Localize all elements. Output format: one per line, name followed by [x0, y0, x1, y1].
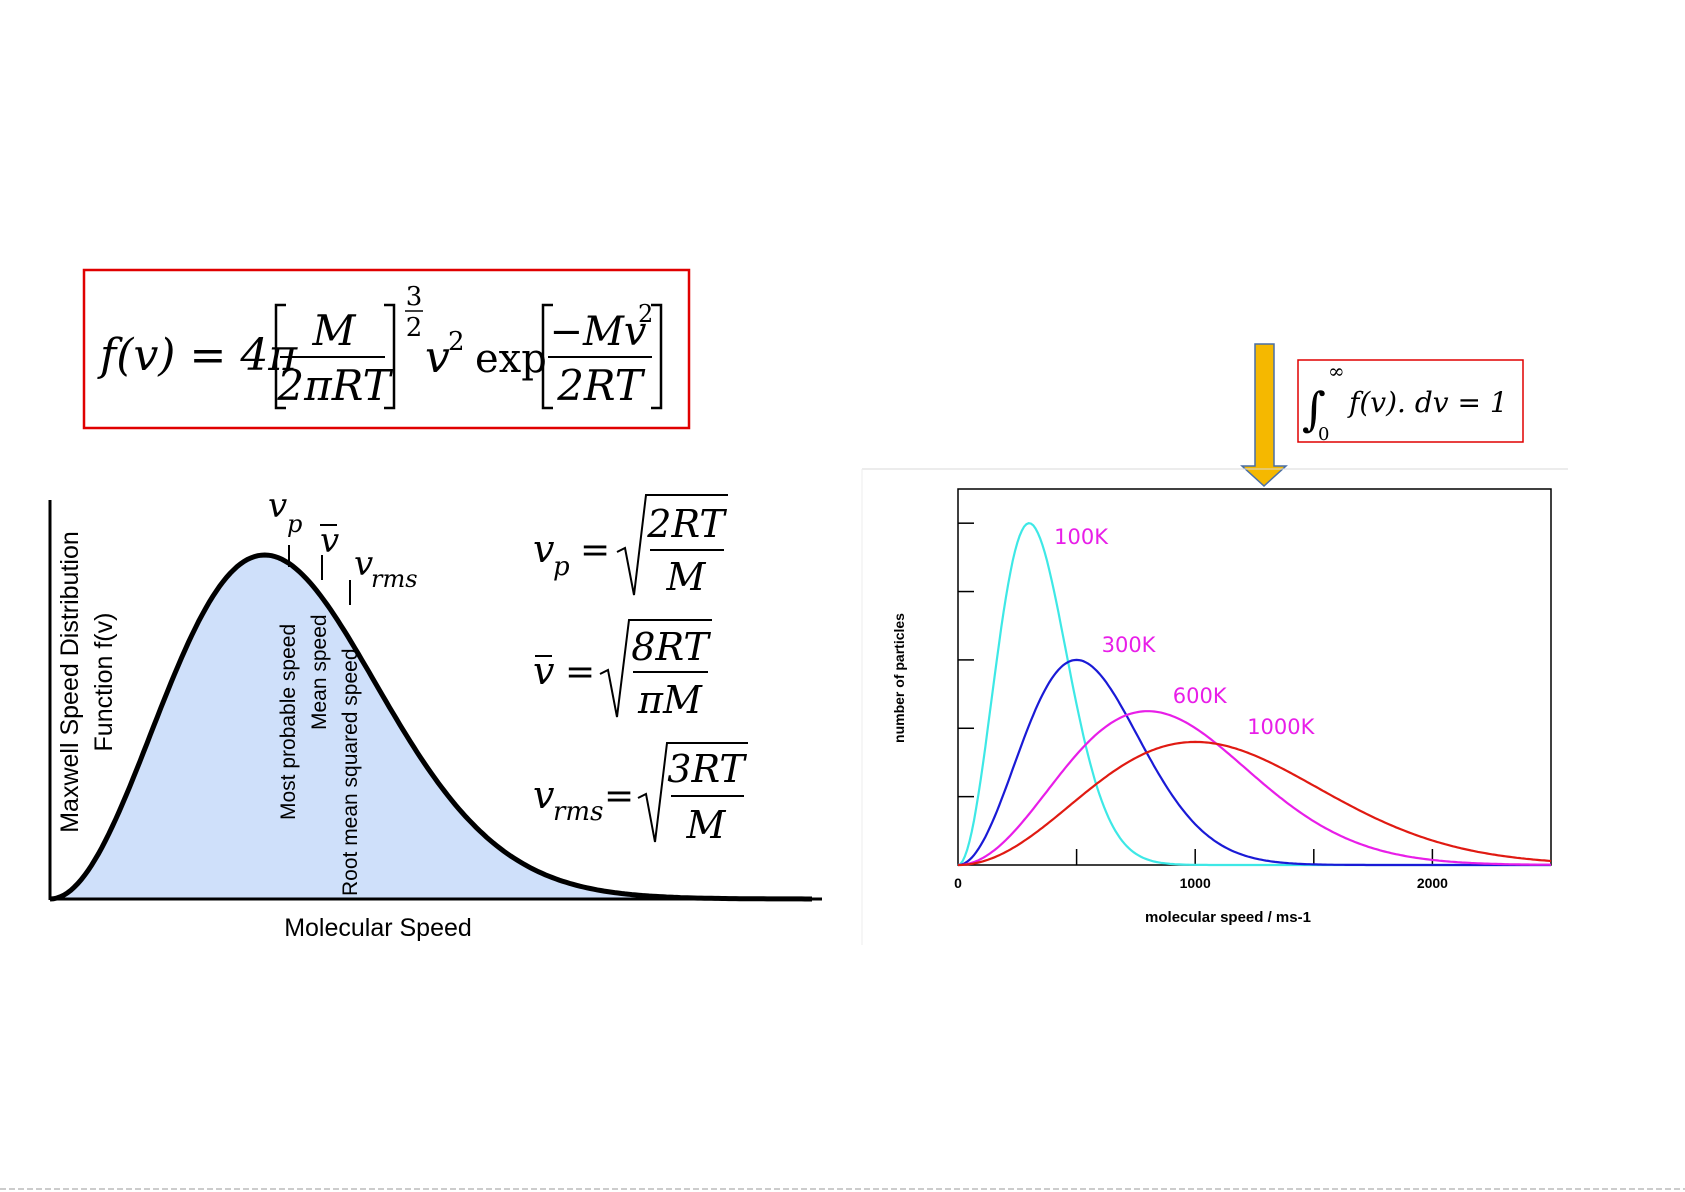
eq-vp-radical [616, 494, 728, 596]
marker-vp-sub: p [287, 510, 302, 538]
marker-vmean-symbol: v [320, 521, 339, 561]
eq-vmean-equals: = [565, 652, 595, 693]
eq-vrms-equals: = [604, 776, 634, 817]
left-ylabel-line1: Maxwell Speed Distribution [56, 531, 84, 833]
marker-vrms-sub: rms [371, 565, 418, 593]
integral-lower-limit: 0 [1318, 424, 1329, 445]
marker-label-mean: Mean speed [308, 614, 331, 730]
formula-exponent-denominator: 2 [406, 313, 423, 343]
formula-bracket-close [384, 303, 396, 410]
right-series-group [957, 522, 1552, 867]
marker-vrms-symbol: v [354, 544, 373, 584]
eq-vrms-lhs: v [533, 773, 555, 817]
equation-vp: v p = 2RT M [533, 494, 728, 599]
integral-border [1297, 359, 1524, 443]
right-plot-frame [957, 488, 1552, 866]
eq-vp-den: M [666, 555, 707, 599]
formula-bracket-open [274, 303, 286, 410]
integral-sign: ∫ [1302, 382, 1326, 436]
right-x-tick-label: 2000 [1417, 875, 1448, 891]
right-series-labels: 100K 300K 600K 1000K [1054, 525, 1315, 739]
eq-vmean-num: 8RT [631, 625, 711, 669]
eq-vp-num: 2RT [646, 502, 727, 546]
left-ylabel: Maxwell Speed Distribution Function f(v) [56, 531, 118, 833]
equation-vrms: v rms = 3RT M [533, 742, 748, 847]
right-x-ticks: 0 1000 2000 [954, 849, 1448, 891]
formula-v: v [425, 332, 450, 383]
eq-vrms-num: 3RT [667, 747, 747, 791]
marker-vp-symbol: v [268, 486, 287, 526]
eq-vrms-radical [637, 742, 748, 843]
maxwell-formula-box: f(v) = 4π M 2πRT 3 2 v 2 exp −Mv 2 2RT [82, 268, 691, 430]
down-arrow-shape [1240, 343, 1288, 488]
series-label-300k: 300K [1102, 633, 1157, 657]
eq-vp-lhs: v [533, 527, 555, 571]
formula-exp-numerator: −Mv [549, 309, 646, 355]
formula-exp-numerator-squared: 2 [638, 300, 653, 328]
left-ylabel-line2: Function f(v) [90, 613, 118, 752]
series-label-100k: 100K [1054, 525, 1109, 549]
eq-vrms-sub: rms [553, 797, 603, 827]
series-label-600k: 600K [1173, 684, 1228, 708]
right-x-tick-label: 1000 [1180, 875, 1211, 891]
integral-body: f(v). dv = 1 [1347, 386, 1508, 419]
right-xlabel: molecular speed / ms-1 [1145, 909, 1311, 926]
series-line-600k [957, 710, 1552, 867]
eq-vrms-den: M [686, 803, 727, 847]
right-x-tick-label: 0 [954, 875, 962, 891]
eq-vmean-radical [599, 619, 712, 718]
series-line-300k [957, 658, 1551, 867]
formula-frac-numerator: M [311, 306, 356, 355]
formula-exponent-numerator: 3 [406, 282, 423, 312]
left-distribution-chart: Maxwell Speed Distribution Function f(v)… [48, 486, 822, 942]
series-line-1000k [958, 740, 1552, 867]
eq-vmean-lhs: v [533, 649, 555, 693]
right-y-ticks [958, 522, 974, 798]
left-xlabel: Molecular Speed [284, 914, 472, 942]
formula-bracket2-close [651, 303, 663, 410]
distribution-area-fill [50, 555, 812, 899]
series-label-1000k: 1000K [1247, 715, 1315, 739]
formula-bracket2-open [541, 303, 553, 410]
eq-vp-equals: = [580, 530, 610, 571]
formula-exp-word: exp [475, 336, 547, 382]
marker-label-most-probable: Most probable speed [277, 624, 300, 820]
eq-vmean-den: πM [637, 678, 703, 722]
eq-vp-sub: p [553, 552, 570, 582]
marker-label-rms: Root mean squared speed [339, 649, 362, 897]
formula-frac-denominator: 2πRT [276, 361, 393, 410]
formula-v-squared: 2 [448, 327, 465, 357]
normalization-integral-box: ∫ ∞ 0 f(v). dv = 1 [1297, 359, 1524, 445]
down-arrow [1240, 343, 1288, 488]
equation-vmean: v = 8RT πM [533, 619, 712, 722]
formula-lhs: f(v) = 4π [97, 330, 298, 381]
right-ylabel: number of particles [891, 613, 907, 743]
formula-exp-denominator: 2RT [556, 361, 646, 410]
right-speed-chart: 0 1000 2000 100K 300K 600K 1000K molecular sp… [861, 468, 1568, 945]
formula-border [82, 268, 691, 430]
integral-upper-limit: ∞ [1328, 359, 1345, 383]
